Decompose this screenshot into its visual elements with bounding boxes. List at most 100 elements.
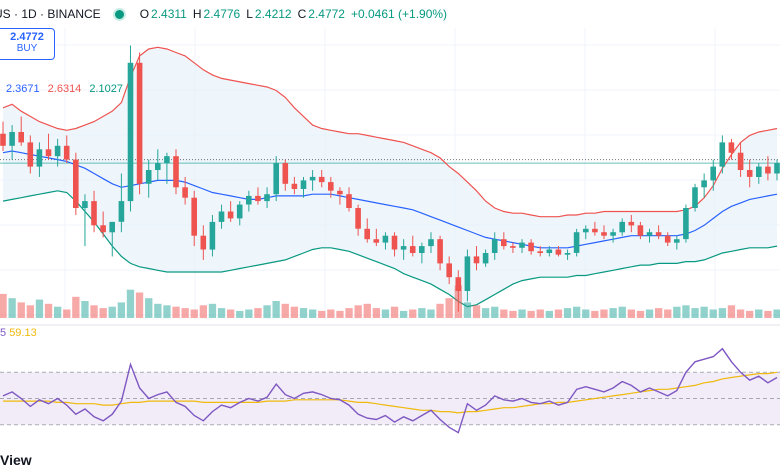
- volume-bar: [545, 310, 553, 318]
- volume-bar: [736, 309, 745, 318]
- candle-body: [200, 235, 207, 250]
- candle-body: [446, 263, 452, 278]
- volume-bar: [627, 309, 635, 318]
- volume-bar: [409, 309, 417, 318]
- volume-bar: [518, 309, 526, 318]
- candle-body: [473, 256, 480, 264]
- buy-price-button[interactable]: 2.4772 BUY: [0, 28, 55, 60]
- volume-bar: [718, 308, 726, 318]
- volume-bar: [154, 303, 162, 318]
- volume-bar: [245, 309, 253, 318]
- volume-bar: [309, 309, 317, 318]
- volume-bar: [527, 310, 535, 318]
- volume-bar: [746, 310, 754, 318]
- candle-body: [765, 166, 771, 174]
- volume-bar: [345, 308, 353, 318]
- volume-bar: [390, 306, 399, 318]
- close-value: 2.4772: [308, 7, 345, 21]
- volume-bar: [227, 309, 235, 318]
- candle-body: [328, 182, 334, 191]
- volume-bar: [463, 302, 472, 318]
- candle-body: [737, 152, 744, 170]
- candle-body: [601, 232, 607, 236]
- candle-body: [264, 194, 270, 202]
- bollinger-legend: 2.3671 2.6314 2.1027: [6, 83, 131, 95]
- candle-body: [391, 235, 398, 250]
- candle-body: [610, 232, 616, 236]
- volume-bar: [764, 310, 772, 318]
- volume-bar: [381, 309, 390, 318]
- volume-bar: [509, 310, 517, 318]
- volume-bar: [700, 306, 708, 318]
- change-value: +0.0461 (+1.90%): [350, 7, 448, 21]
- volume-bar: [472, 305, 481, 319]
- candle-body: [710, 166, 716, 181]
- volume-bar: [563, 308, 572, 318]
- volume-bar: [108, 306, 116, 318]
- volume-bar: [691, 308, 699, 318]
- candle-body: [9, 132, 15, 146]
- low-value: 2.4212: [254, 7, 292, 21]
- volume-bar: [281, 303, 289, 318]
- volume-bar: [573, 306, 581, 318]
- candle-body: [455, 277, 462, 291]
- volume-bar: [254, 308, 262, 318]
- candle-body: [728, 142, 735, 153]
- open-value: 2.4311: [151, 7, 187, 21]
- volume-bar: [491, 306, 499, 318]
- volume-bar: [117, 302, 125, 318]
- volume-bar: [609, 308, 617, 318]
- volume-bar: [327, 309, 335, 318]
- candle-body: [282, 163, 289, 184]
- candle-body: [437, 239, 443, 264]
- volume-bar: [90, 305, 98, 319]
- rsi-line: [2, 347, 778, 434]
- candle-body: [646, 232, 653, 236]
- rsi-band-fill: [0, 372, 780, 425]
- candle-body: [628, 221, 635, 226]
- open-label: O: [139, 7, 150, 21]
- volume-bar: [673, 306, 681, 318]
- volume-bar: [190, 309, 198, 318]
- volume-bar: [236, 310, 244, 318]
- volume-bar: [536, 309, 544, 318]
- candle-body: [400, 246, 407, 250]
- candle-body: [501, 239, 507, 247]
- rsi-legend: 5 59.13: [0, 327, 37, 339]
- candle-body: [209, 221, 216, 250]
- volume-bar: [727, 305, 736, 319]
- volume-bar: [645, 309, 654, 318]
- candle-body: [100, 225, 106, 233]
- candle-body: [664, 235, 671, 243]
- volume-bar: [163, 305, 171, 319]
- volume-bar: [54, 306, 62, 318]
- candle-body: [36, 149, 43, 167]
- candle-body: [674, 239, 680, 243]
- candle-body: [318, 176, 325, 183]
- volume-bar: [135, 292, 144, 318]
- high-label: H: [192, 7, 202, 21]
- symbol-label[interactable]: US · 1D · BINANCE: [0, 7, 101, 21]
- bb-basis-value: 2.3671: [6, 83, 40, 95]
- volume-bar: [290, 306, 298, 318]
- candle-body: [619, 221, 625, 233]
- candle-body: [428, 239, 434, 247]
- candle-body: [246, 195, 252, 205]
- candle-body: [63, 145, 70, 160]
- candle-body: [145, 170, 152, 184]
- high-value: 2.4776: [203, 7, 241, 21]
- volume-bar: [445, 298, 453, 318]
- candle-body: [82, 201, 88, 208]
- volume-bar: [682, 305, 690, 319]
- volume-bar: [664, 309, 672, 318]
- bollinger-band-fill: [3, 47, 777, 307]
- bb-upper-value: 2.6314: [47, 83, 82, 95]
- volume-bar: [126, 289, 135, 318]
- candle-body: [546, 249, 553, 253]
- volume-bar: [709, 309, 717, 318]
- candle-body: [419, 246, 425, 253]
- candle-body: [182, 187, 188, 198]
- candle-body: [300, 180, 307, 189]
- candle-body: [637, 225, 644, 236]
